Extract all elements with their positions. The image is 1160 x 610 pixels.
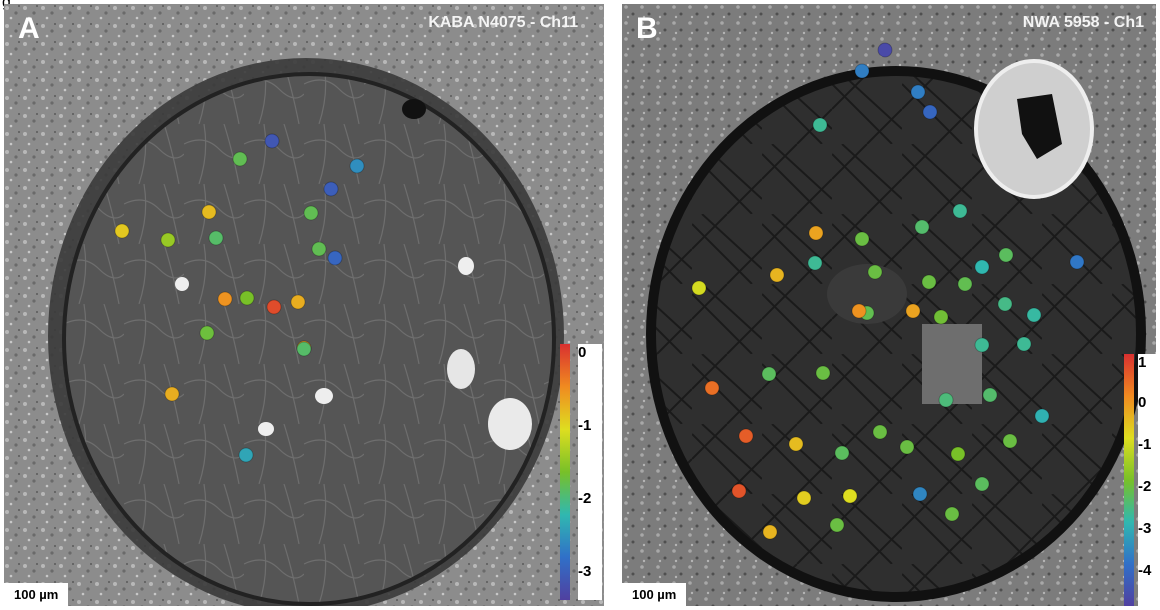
analysis-spot <box>217 291 233 307</box>
panel-a-image <box>4 4 604 606</box>
analysis-spot <box>769 267 785 283</box>
colorbar-tick: -1 <box>1138 436 1152 453</box>
analysis-spot <box>264 133 280 149</box>
analysis-spot <box>731 483 747 499</box>
analysis-spot <box>296 341 312 357</box>
analysis-spot <box>164 386 180 402</box>
analysis-spot <box>998 247 1014 263</box>
analysis-spot <box>905 303 921 319</box>
analysis-spot <box>997 296 1013 312</box>
colorbar-tick: -1 <box>578 417 592 434</box>
colorbar-tick: -3 <box>1138 520 1152 537</box>
panel-b-title: NWA 5958 - Ch1 <box>1022 14 1144 31</box>
analysis-spot <box>738 428 754 444</box>
panel-a-colorbar-ticks: 0 -1 -2 -3 <box>578 344 602 600</box>
analysis-spot <box>899 439 915 455</box>
panel-b-colorbar-ticks: 1 0 -1 -2 -3 -4 <box>1138 354 1156 606</box>
colorbar-tick: -3 <box>578 563 592 580</box>
panel-a-title: KABA N4075 - Ch11 <box>428 14 578 31</box>
analysis-spot <box>239 290 255 306</box>
analysis-spot <box>952 203 968 219</box>
analysis-spot <box>933 309 949 325</box>
analysis-spot <box>842 488 858 504</box>
analysis-spot <box>834 445 850 461</box>
colorbar-tick: 1 <box>1138 354 1147 371</box>
analysis-spot <box>266 299 282 315</box>
panel-a-letter: A <box>18 12 40 45</box>
analysis-spot <box>808 225 824 241</box>
analysis-spot <box>807 255 823 271</box>
analysis-spot <box>199 325 215 341</box>
analysis-spot <box>323 181 339 197</box>
analysis-spot <box>914 219 930 235</box>
analysis-spot <box>160 232 176 248</box>
analysis-spot <box>982 387 998 403</box>
analysis-spot <box>815 365 831 381</box>
analysis-spot <box>762 524 778 540</box>
analysis-spot <box>829 517 845 533</box>
panel-b-micrograph: B NWA 5958 - Ch1 100 µm 1 0 -1 -2 -3 -4 <box>622 4 1156 606</box>
colorbar-tick: -2 <box>578 490 592 507</box>
analysis-spot <box>921 274 937 290</box>
analysis-spot <box>201 204 217 220</box>
analysis-spot <box>1002 433 1018 449</box>
colorbar-tick: -2 <box>1138 478 1152 495</box>
colorbar-tick: 0 <box>578 344 587 361</box>
analysis-spot <box>854 231 870 247</box>
chondrule-b <box>656 76 1136 592</box>
analysis-spot <box>812 117 828 133</box>
analysis-spot <box>232 151 248 167</box>
analysis-spot <box>1016 336 1032 352</box>
analysis-spot <box>974 476 990 492</box>
panel-b-colorbar <box>1124 354 1134 606</box>
analysis-spot <box>788 436 804 452</box>
analysis-spot <box>938 392 954 408</box>
analysis-spot <box>872 424 888 440</box>
analysis-spot <box>854 63 870 79</box>
analysis-spot <box>311 241 327 257</box>
analysis-spot <box>922 104 938 120</box>
analysis-spot <box>944 506 960 522</box>
analysis-spot <box>974 259 990 275</box>
chondrule-a <box>64 74 554 604</box>
analysis-spot <box>238 447 254 463</box>
analysis-spot <box>327 250 343 266</box>
panel-b-scale-bar: 100 µm <box>622 583 687 606</box>
analysis-spot <box>303 205 319 221</box>
panel-a-colorbar <box>560 344 570 600</box>
analysis-spot <box>867 264 883 280</box>
panel-b-letter: B <box>636 12 658 45</box>
panel-b-image <box>622 4 1156 606</box>
analysis-spot <box>796 490 812 506</box>
analysis-spot <box>974 337 990 353</box>
colorbar-tick: 0 <box>1138 394 1147 411</box>
analysis-spot <box>910 84 926 100</box>
analysis-spot <box>761 366 777 382</box>
analysis-spot <box>691 280 707 296</box>
panel-a-micrograph: A KABA N4075 - Ch11 100 µm 0 -1 -2 -3 <box>4 4 604 606</box>
colorbar-tick: -4 <box>1138 562 1152 579</box>
panel-a-scale-bar: 100 µm <box>4 583 69 606</box>
analysis-spot <box>208 230 224 246</box>
analysis-spot <box>114 223 130 239</box>
analysis-spot <box>290 294 306 310</box>
analysis-spot <box>1034 408 1050 424</box>
analysis-spot <box>1026 307 1042 323</box>
analysis-spot <box>851 303 867 319</box>
analysis-spot <box>704 380 720 396</box>
analysis-spot <box>1069 254 1085 270</box>
analysis-spot <box>877 42 893 58</box>
analysis-spot <box>957 276 973 292</box>
analysis-spot <box>912 486 928 502</box>
analysis-spot <box>349 158 365 174</box>
analysis-spot <box>950 446 966 462</box>
